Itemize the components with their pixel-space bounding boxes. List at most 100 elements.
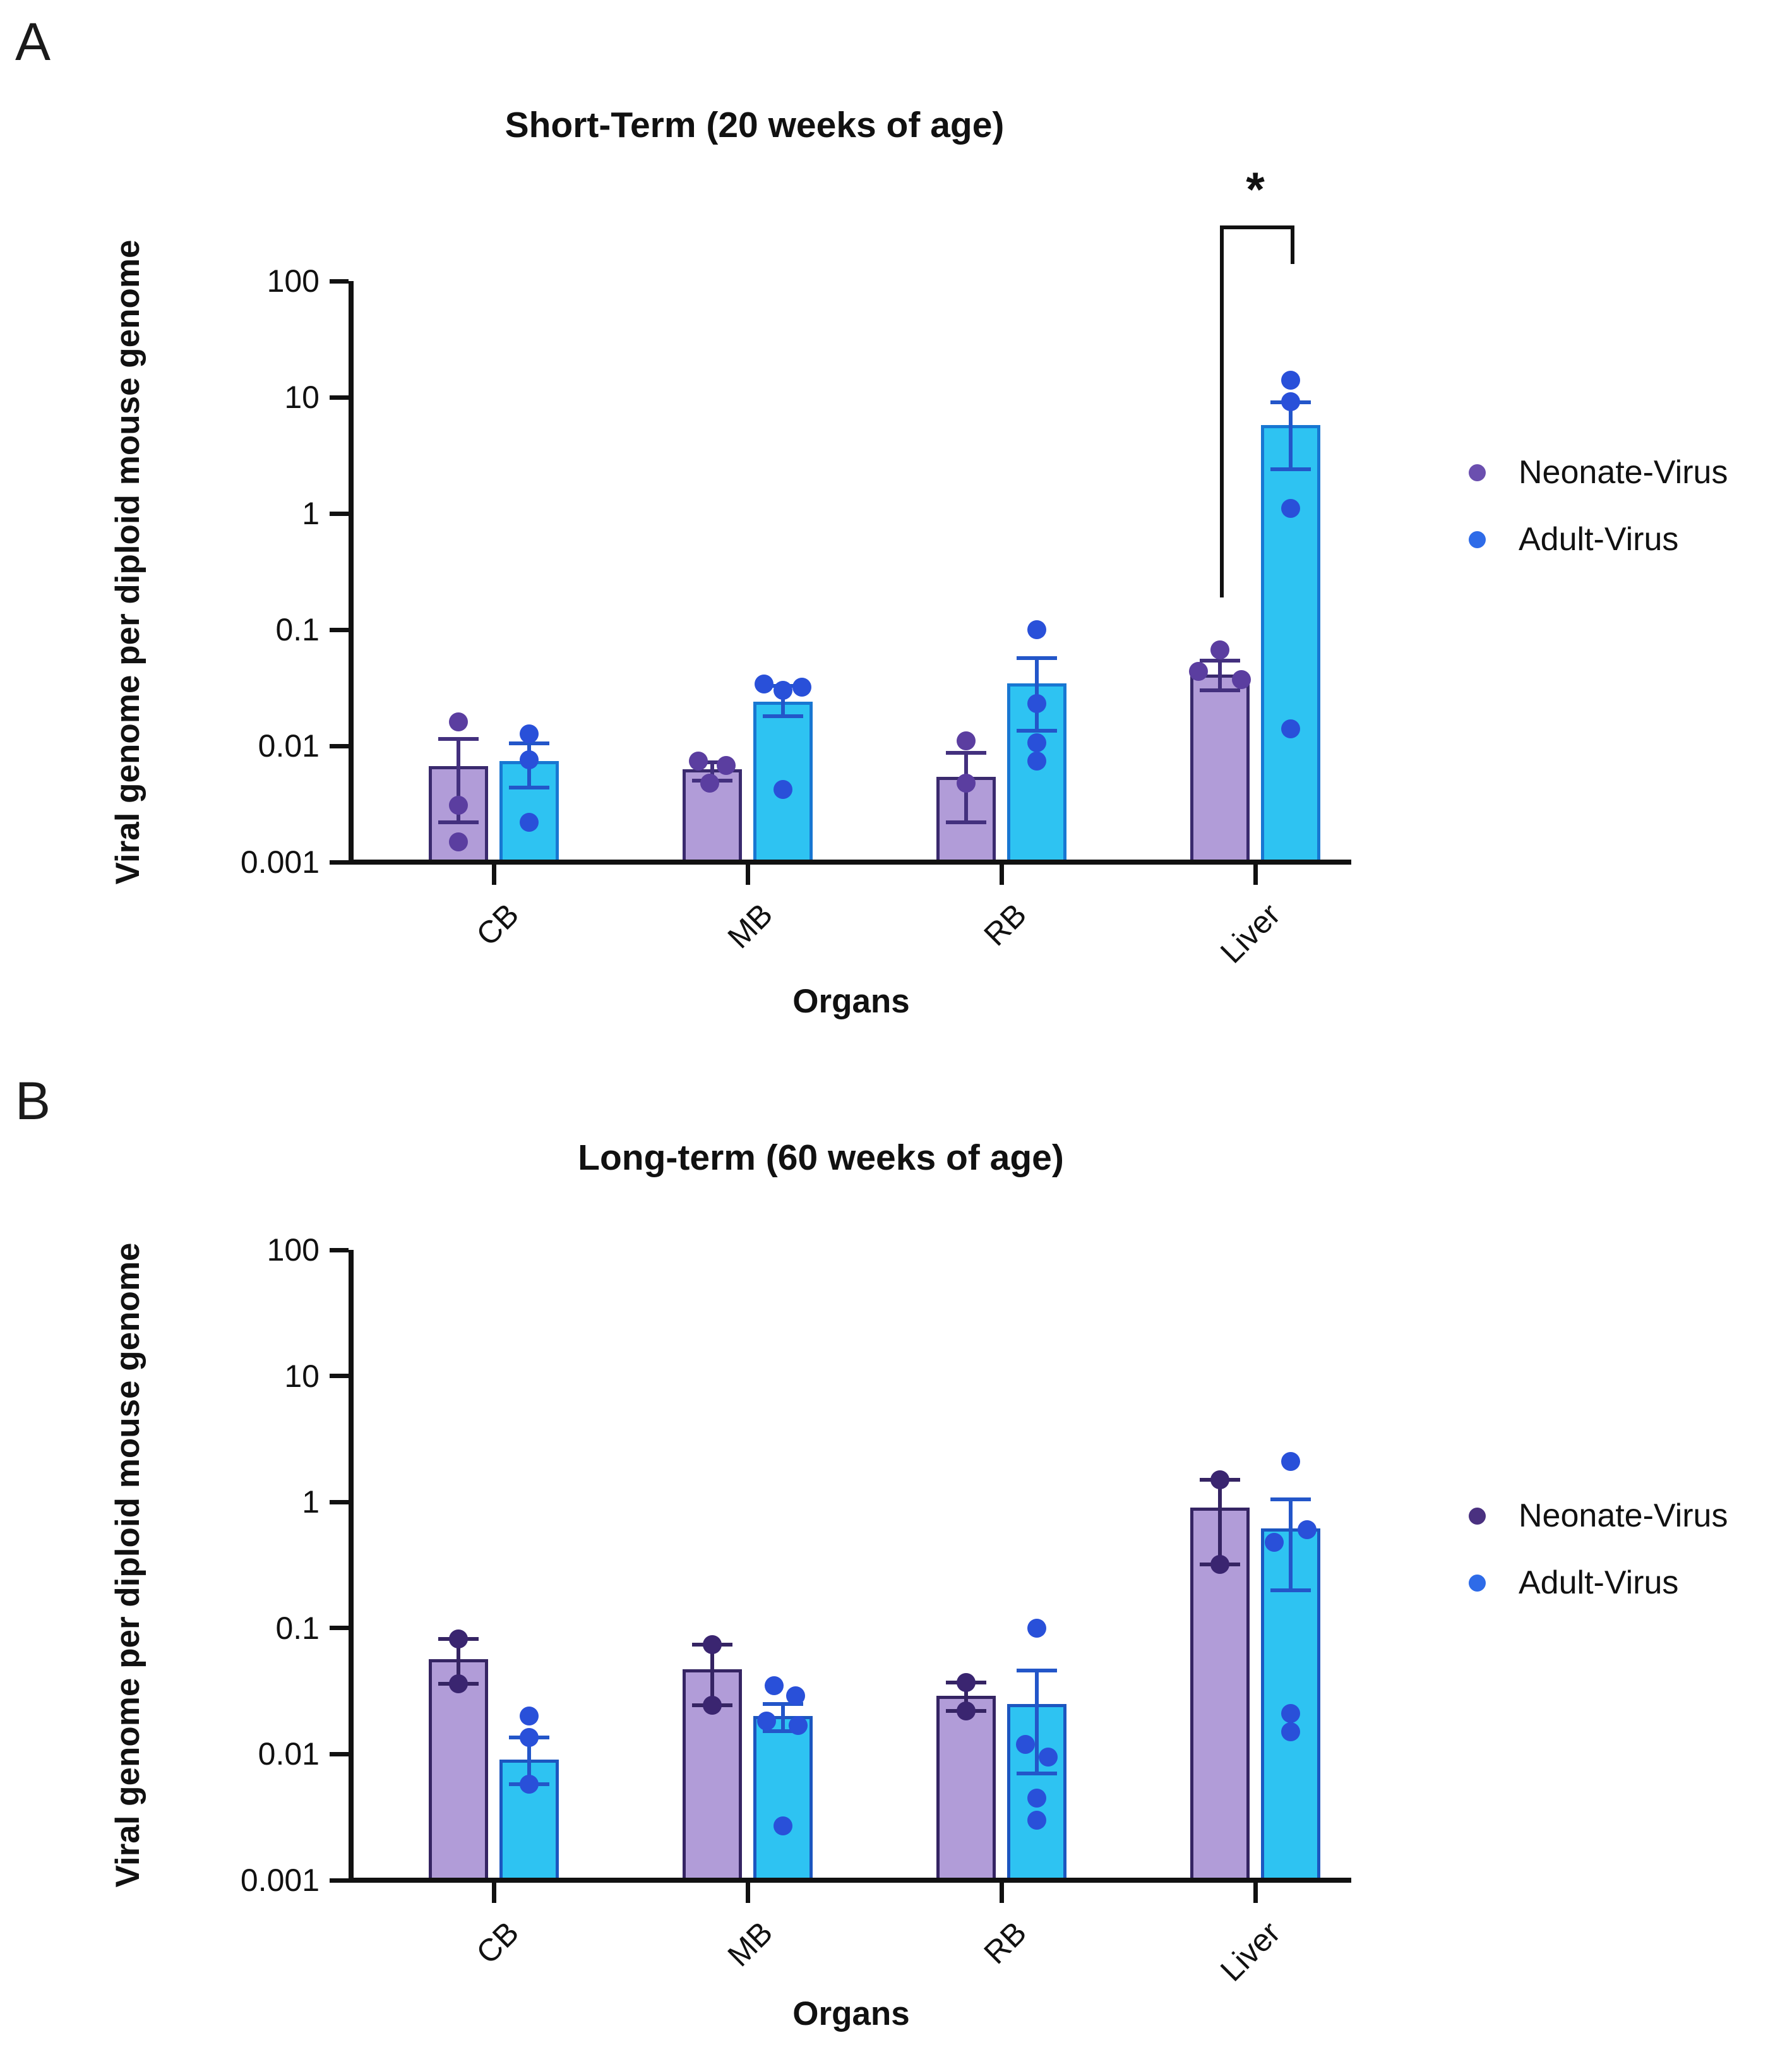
legend-item-label: Adult-Virus bbox=[1519, 521, 1679, 558]
data-point bbox=[1232, 670, 1251, 690]
data-point bbox=[774, 1816, 792, 1835]
error-bar-cap-bottom bbox=[438, 820, 479, 824]
bar-liver-adult-virus bbox=[1261, 424, 1320, 863]
error-bar bbox=[527, 1737, 531, 1784]
y-tick bbox=[330, 1374, 349, 1379]
x-tick bbox=[1253, 1883, 1258, 1903]
data-point bbox=[520, 1707, 539, 1726]
error-bar-cap-top bbox=[946, 751, 986, 755]
y-tick bbox=[330, 743, 349, 748]
data-point bbox=[792, 678, 811, 697]
x-tick-label: Liver bbox=[1213, 1914, 1287, 1988]
y-tick bbox=[330, 1751, 349, 1756]
data-point bbox=[757, 1712, 776, 1731]
data-point bbox=[1027, 733, 1046, 752]
significance-bracket-left bbox=[1220, 225, 1224, 597]
panel-b-legend: Neonate-Virus Adult-Virus bbox=[1469, 1497, 1728, 1602]
legend-dot-icon bbox=[1469, 1574, 1486, 1592]
error-bar bbox=[1289, 402, 1293, 470]
legend-dot-icon bbox=[1469, 464, 1486, 481]
data-point bbox=[1265, 1532, 1284, 1552]
y-axis-line bbox=[349, 281, 354, 865]
y-tick-label: 0.001 bbox=[240, 844, 320, 880]
y-tick-label: 10 bbox=[284, 1358, 320, 1394]
y-tick-label: 1 bbox=[302, 496, 320, 531]
x-tick bbox=[491, 1883, 496, 1903]
bar-mb-adult-virus bbox=[753, 1716, 813, 1881]
y-tick-label: 0.001 bbox=[240, 1863, 320, 1898]
panel-a-letter: A bbox=[15, 12, 51, 71]
error-bar bbox=[710, 1644, 714, 1705]
panel-b-title: Long-term (60 weeks of age) bbox=[578, 1137, 1064, 1178]
data-point bbox=[1281, 1451, 1300, 1471]
error-bar-cap-bottom bbox=[1017, 1772, 1057, 1776]
data-point bbox=[520, 750, 539, 769]
data-point bbox=[1027, 1788, 1046, 1808]
legend-item-label: Neonate-Virus bbox=[1519, 1497, 1728, 1534]
significance-asterisk: * bbox=[1246, 163, 1265, 217]
data-point bbox=[520, 724, 539, 743]
legend-item: Adult-Virus bbox=[1469, 1564, 1728, 1602]
error-bar-cap-top bbox=[1270, 1497, 1311, 1501]
data-point bbox=[520, 1728, 539, 1748]
error-bar-cap-top bbox=[763, 1701, 803, 1706]
data-point bbox=[1281, 719, 1300, 739]
data-point bbox=[717, 755, 736, 775]
data-point bbox=[700, 773, 719, 793]
error-bar-cap-bottom bbox=[763, 714, 803, 719]
panel-a-legend: Neonate-Virus Adult-Virus bbox=[1469, 453, 1728, 558]
data-point bbox=[789, 1716, 808, 1736]
data-point bbox=[957, 1701, 976, 1721]
panel-b-letter: B bbox=[15, 1071, 51, 1131]
data-point bbox=[520, 812, 539, 832]
data-point bbox=[957, 1672, 976, 1692]
significance-bracket-right bbox=[1291, 225, 1294, 265]
x-axis-line bbox=[349, 1878, 1351, 1883]
error-bar-cap-top bbox=[1017, 656, 1057, 660]
legend-dot-icon bbox=[1469, 531, 1486, 548]
data-point bbox=[1281, 499, 1300, 519]
error-bar-cap-top bbox=[509, 741, 549, 746]
y-tick-label: 0.1 bbox=[275, 612, 320, 647]
x-tick bbox=[999, 865, 1004, 885]
data-point bbox=[786, 1686, 805, 1706]
data-point bbox=[1189, 661, 1208, 681]
x-tick bbox=[491, 865, 496, 885]
error-bar-cap-top bbox=[438, 736, 479, 741]
data-point bbox=[1281, 371, 1300, 390]
y-axis-line bbox=[349, 1250, 354, 1883]
y-tick bbox=[330, 395, 349, 400]
data-point bbox=[449, 795, 468, 815]
data-point bbox=[1210, 1470, 1229, 1490]
x-tick-label: CB bbox=[469, 1914, 526, 1971]
error-bar bbox=[1218, 1480, 1222, 1564]
data-point bbox=[1039, 1747, 1058, 1767]
x-tick bbox=[745, 1883, 750, 1903]
data-point bbox=[689, 752, 708, 771]
data-point bbox=[1281, 1722, 1300, 1742]
y-tick-label: 1 bbox=[302, 1484, 320, 1520]
data-point bbox=[1298, 1520, 1317, 1540]
y-tick bbox=[330, 1247, 349, 1252]
data-point bbox=[449, 1629, 468, 1648]
bar-liver-neonate-virus bbox=[1190, 675, 1250, 863]
data-point bbox=[1281, 1704, 1300, 1724]
legend-dot-icon bbox=[1469, 1507, 1486, 1525]
data-point bbox=[703, 1635, 722, 1654]
error-bar bbox=[457, 1639, 460, 1684]
x-tick bbox=[745, 865, 750, 885]
data-point bbox=[774, 681, 792, 700]
y-tick-label: 0.1 bbox=[275, 1610, 320, 1646]
x-tick bbox=[1253, 865, 1258, 885]
significance-bracket-top bbox=[1220, 225, 1294, 230]
data-point bbox=[449, 712, 468, 732]
y-tick-label: 0.01 bbox=[258, 1736, 320, 1772]
error-bar bbox=[1218, 661, 1222, 691]
data-point bbox=[1016, 1734, 1035, 1754]
y-tick-label: 0.01 bbox=[258, 728, 320, 764]
legend-item: Neonate-Virus bbox=[1469, 453, 1728, 491]
error-bar-cap-bottom bbox=[1270, 1588, 1311, 1592]
error-bar-cap-bottom bbox=[946, 820, 986, 824]
